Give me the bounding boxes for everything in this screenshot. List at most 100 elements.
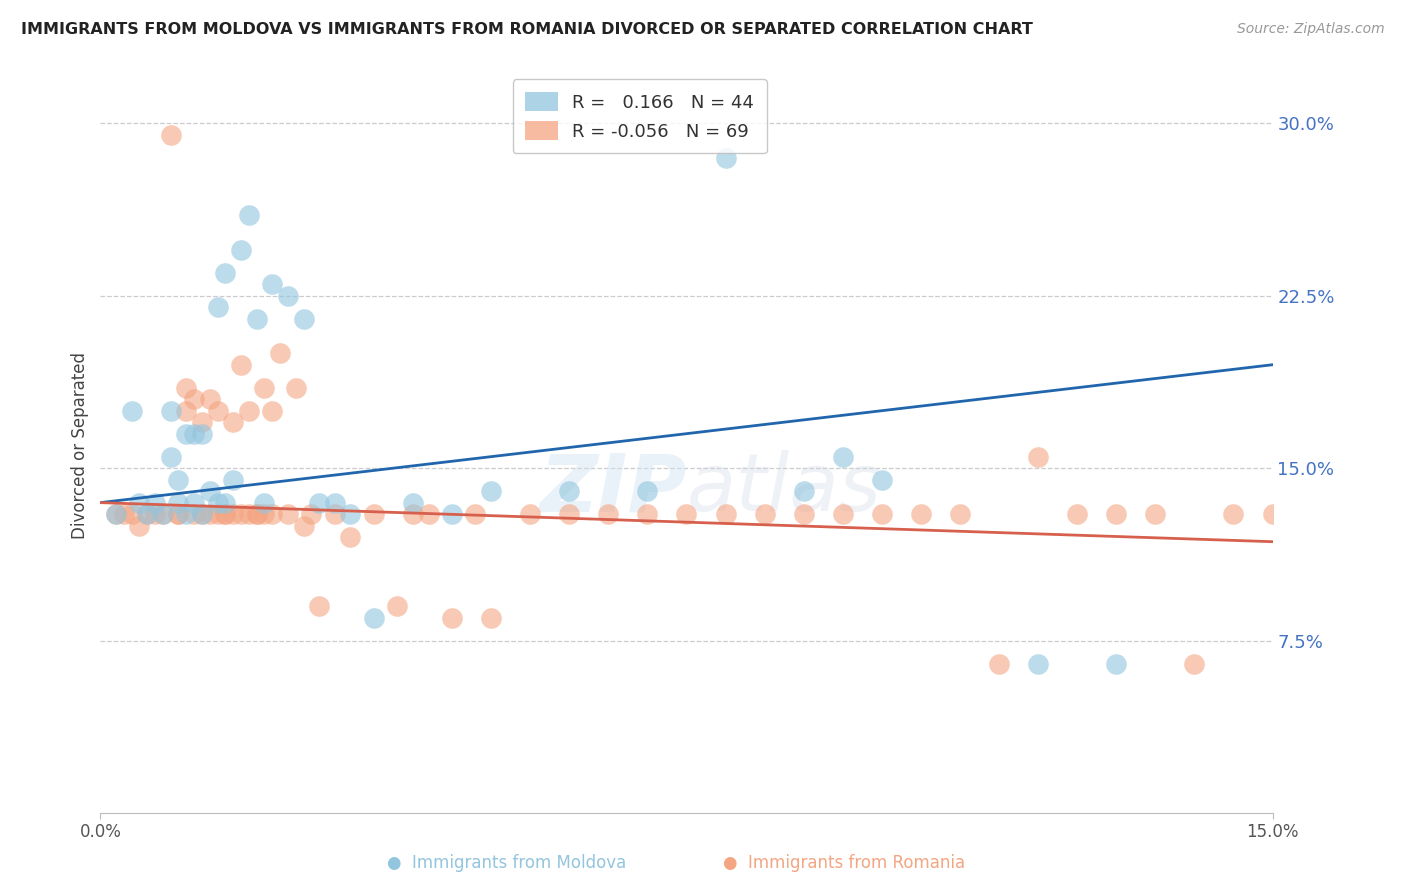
Point <box>754 507 776 521</box>
Point <box>1222 507 1244 521</box>
Point <box>519 507 541 521</box>
Point <box>214 266 236 280</box>
Point <box>191 415 214 429</box>
Point <box>176 426 198 441</box>
Point <box>253 495 276 509</box>
Point <box>339 507 361 521</box>
Point <box>176 507 198 521</box>
Point <box>1105 507 1128 521</box>
Point <box>198 507 221 521</box>
Point <box>222 473 245 487</box>
Point <box>387 599 409 613</box>
Point <box>207 300 229 314</box>
Point <box>1026 450 1049 464</box>
Point <box>176 403 198 417</box>
Text: ●  Immigrants from Moldova: ● Immigrants from Moldova <box>387 855 626 872</box>
Point <box>1261 507 1284 521</box>
Text: ZIP: ZIP <box>538 450 686 528</box>
Point <box>479 610 502 624</box>
Point <box>402 495 425 509</box>
Point <box>183 507 205 521</box>
Point <box>191 507 214 521</box>
Point <box>636 484 658 499</box>
Point <box>1026 657 1049 671</box>
Point <box>207 403 229 417</box>
Point <box>198 392 221 407</box>
Point <box>214 507 236 521</box>
Point <box>112 507 135 521</box>
Point <box>558 507 581 521</box>
Point <box>253 507 276 521</box>
Legend: R =   0.166   N = 44, R = -0.056   N = 69: R = 0.166 N = 44, R = -0.056 N = 69 <box>513 79 766 153</box>
Text: Source: ZipAtlas.com: Source: ZipAtlas.com <box>1237 22 1385 37</box>
Point <box>988 657 1011 671</box>
Point <box>246 507 269 521</box>
Point <box>159 450 181 464</box>
Point <box>714 507 737 521</box>
Point <box>121 403 143 417</box>
Point <box>558 484 581 499</box>
Point <box>870 473 893 487</box>
Point <box>831 507 853 521</box>
Point <box>323 495 346 509</box>
Point <box>910 507 932 521</box>
Point <box>191 507 214 521</box>
Point <box>136 507 159 521</box>
Point <box>440 507 463 521</box>
Text: atlas: atlas <box>686 450 882 528</box>
Point <box>284 381 307 395</box>
Point <box>207 495 229 509</box>
Point <box>323 507 346 521</box>
Point <box>207 507 229 521</box>
Point <box>402 507 425 521</box>
Point <box>262 277 284 292</box>
Point <box>121 507 143 521</box>
Point <box>598 507 620 521</box>
Point <box>183 426 205 441</box>
Point <box>292 518 315 533</box>
Point <box>136 507 159 521</box>
Point <box>222 415 245 429</box>
Point <box>675 507 697 521</box>
Point <box>222 507 245 521</box>
Point <box>159 128 181 142</box>
Point <box>831 450 853 464</box>
Point <box>128 518 150 533</box>
Point <box>1105 657 1128 671</box>
Point <box>363 610 385 624</box>
Point <box>1144 507 1167 521</box>
Point <box>214 507 236 521</box>
Point <box>238 208 260 222</box>
Point <box>167 495 190 509</box>
Point <box>214 495 236 509</box>
Point <box>229 507 252 521</box>
Point <box>1182 657 1205 671</box>
Point <box>262 507 284 521</box>
Point <box>714 151 737 165</box>
Point <box>363 507 385 521</box>
Point <box>104 507 127 521</box>
Text: ●  Immigrants from Romania: ● Immigrants from Romania <box>723 855 965 872</box>
Point <box>143 507 166 521</box>
Point <box>308 495 330 509</box>
Point <box>277 507 299 521</box>
Point <box>299 507 322 521</box>
Point <box>167 507 190 521</box>
Point <box>152 507 174 521</box>
Point <box>104 507 127 521</box>
Point <box>464 507 486 521</box>
Point <box>262 403 284 417</box>
Point <box>253 381 276 395</box>
Y-axis label: Divorced or Separated: Divorced or Separated <box>72 351 89 539</box>
Point <box>1066 507 1088 521</box>
Point <box>128 495 150 509</box>
Point <box>238 507 260 521</box>
Point <box>229 243 252 257</box>
Text: IMMIGRANTS FROM MOLDOVA VS IMMIGRANTS FROM ROMANIA DIVORCED OR SEPARATED CORRELA: IMMIGRANTS FROM MOLDOVA VS IMMIGRANTS FR… <box>21 22 1033 37</box>
Point <box>198 484 221 499</box>
Point <box>949 507 972 521</box>
Point <box>479 484 502 499</box>
Point <box>152 507 174 521</box>
Point <box>246 311 269 326</box>
Point <box>793 507 815 521</box>
